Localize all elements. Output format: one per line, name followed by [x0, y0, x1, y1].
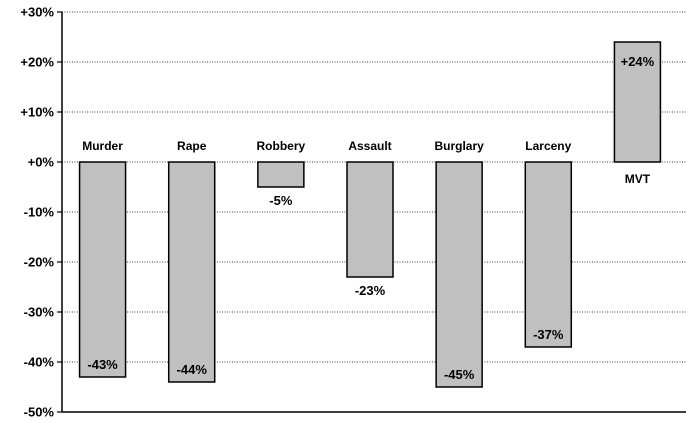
data-label: -23%: [355, 283, 386, 298]
y-tick-label: +20%: [20, 55, 54, 70]
data-label: -5%: [269, 193, 293, 208]
data-label: -43%: [87, 357, 118, 372]
category-label: Assault: [348, 139, 391, 153]
y-tick-label: -20%: [24, 255, 55, 270]
y-axis-tick-labels: +30% +20% +10% +0% -10% -20% -30% -40% -50%: [20, 5, 62, 420]
category-label: Larceny: [525, 139, 571, 153]
bar-mvt: [613, 41, 662, 163]
y-tick-label: +30%: [20, 5, 54, 20]
bar-burglary: [435, 161, 483, 388]
y-tick-label: -50%: [24, 405, 55, 420]
bar-murder: [78, 161, 127, 378]
data-label: -45%: [444, 367, 475, 382]
y-tick-label: +0%: [28, 155, 55, 170]
y-tick-label: -30%: [24, 305, 55, 320]
category-label: Rape: [177, 139, 207, 153]
bar-assault: [346, 161, 394, 278]
data-label: -37%: [533, 327, 564, 342]
bar-robbery: [257, 161, 305, 188]
gridlines: [62, 11, 686, 363]
data-label: +24%: [621, 54, 655, 69]
bars: [78, 41, 662, 388]
category-label: Robbery: [257, 139, 306, 153]
category-label: MVT: [625, 172, 651, 186]
y-tick-label: -10%: [24, 205, 55, 220]
bar-larceny: [524, 161, 573, 348]
axes: [61, 12, 686, 413]
category-label: Burglary: [434, 139, 484, 153]
data-labels: -43% -44% -5% -23% -45% -37% +24%: [87, 54, 654, 382]
bar-rape: [167, 161, 216, 383]
category-label: Murder: [82, 139, 123, 153]
category-labels: Murder Rape Robbery Assault Burglary Larceny M…: [82, 139, 651, 186]
y-tick-label: -40%: [24, 355, 55, 370]
data-label: -44%: [177, 362, 208, 377]
y-tick-label: +10%: [20, 105, 54, 120]
